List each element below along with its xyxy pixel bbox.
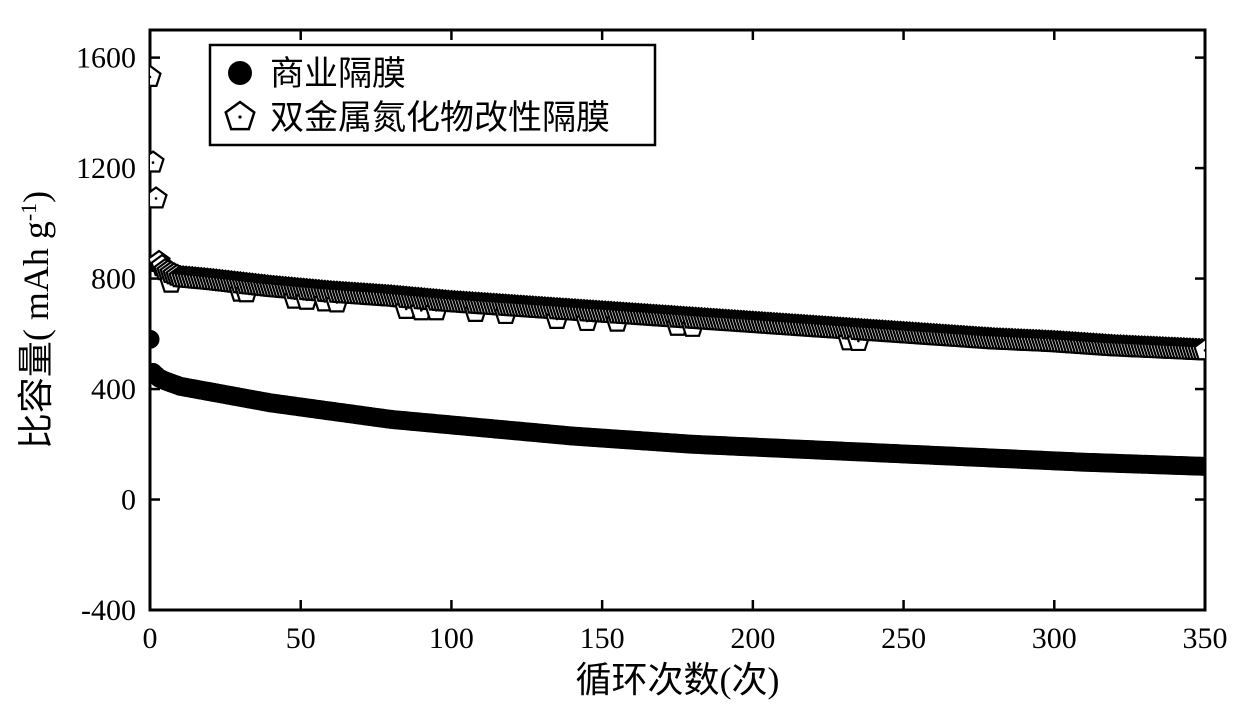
svg-text:1600: 1600 bbox=[76, 42, 136, 75]
svg-text:-400: -400 bbox=[81, 594, 136, 627]
svg-text:双金属氮化物改性隔膜: 双金属氮化物改性隔膜 bbox=[270, 99, 610, 137]
svg-text:100: 100 bbox=[429, 622, 474, 655]
svg-text:150: 150 bbox=[580, 622, 625, 655]
svg-text:比容量( mAh g-1): 比容量( mAh g-1) bbox=[16, 191, 57, 449]
svg-text:0: 0 bbox=[121, 484, 136, 517]
svg-text:200: 200 bbox=[730, 622, 775, 655]
svg-text:800: 800 bbox=[91, 263, 136, 296]
chart-container: 050100150200250300350-400040080012001600… bbox=[0, 0, 1239, 711]
svg-text:400: 400 bbox=[91, 373, 136, 406]
svg-text:商业隔膜: 商业隔膜 bbox=[270, 55, 406, 93]
cycling-chart: 050100150200250300350-400040080012001600… bbox=[0, 0, 1239, 711]
svg-text:1200: 1200 bbox=[76, 152, 136, 185]
svg-text:300: 300 bbox=[1032, 622, 1077, 655]
svg-text:0: 0 bbox=[143, 622, 158, 655]
svg-text:350: 350 bbox=[1183, 622, 1228, 655]
svg-text:循环次数(次): 循环次数(次) bbox=[576, 660, 780, 700]
svg-text:250: 250 bbox=[881, 622, 926, 655]
svg-text:50: 50 bbox=[286, 622, 316, 655]
